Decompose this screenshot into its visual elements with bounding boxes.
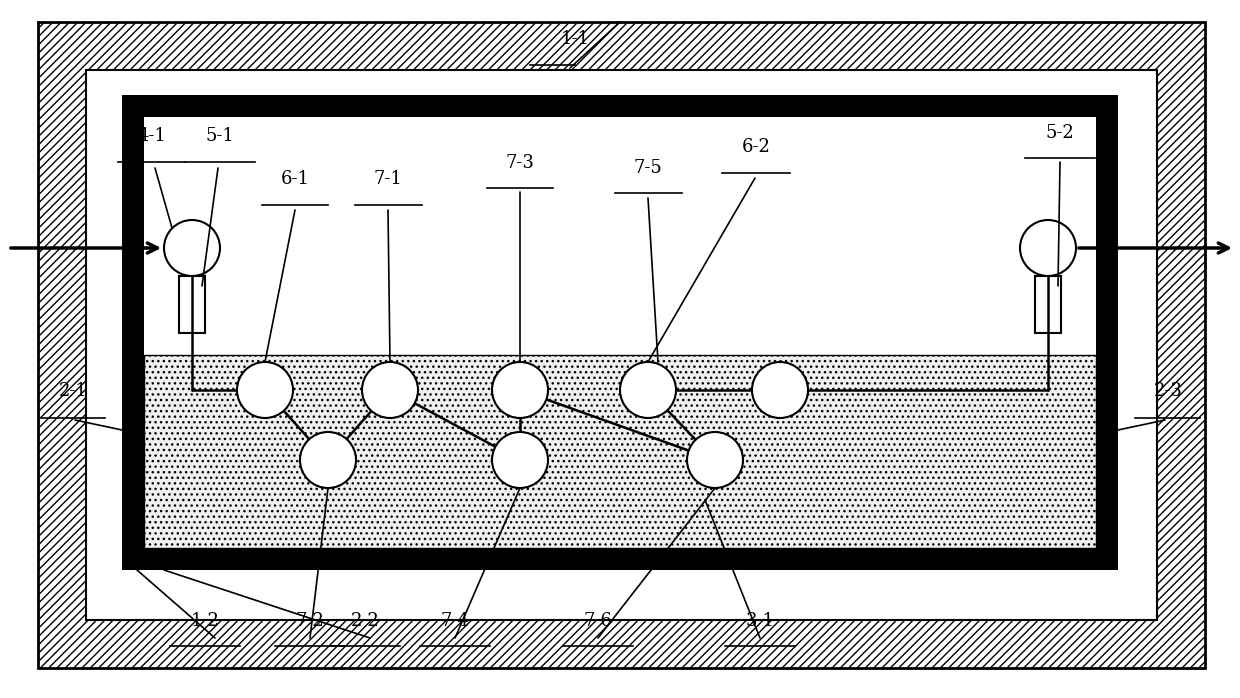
Circle shape: [492, 362, 548, 418]
Circle shape: [362, 362, 418, 418]
Text: 4-1: 4-1: [138, 127, 166, 145]
Text: 7-4: 7-4: [440, 612, 470, 630]
Text: 2-2: 2-2: [351, 612, 379, 630]
Text: 7-5: 7-5: [634, 159, 662, 177]
Circle shape: [687, 432, 743, 488]
Circle shape: [164, 220, 219, 276]
Text: 1-2: 1-2: [191, 612, 219, 630]
Bar: [86, 70, 1157, 620]
Text: 5-1: 5-1: [206, 127, 234, 145]
Text: 7-6: 7-6: [584, 612, 613, 630]
Text: 1-1: 1-1: [560, 30, 589, 48]
Text: 7-3: 7-3: [506, 154, 534, 172]
Circle shape: [620, 362, 676, 418]
Text: 7-1: 7-1: [373, 170, 403, 188]
Circle shape: [300, 432, 356, 488]
Text: 2-3: 2-3: [1153, 382, 1183, 400]
Text: 5-2: 5-2: [1045, 124, 1074, 142]
Bar: [144, 355, 1096, 548]
Bar: [144, 117, 1096, 355]
Text: 3-1: 3-1: [745, 612, 775, 630]
Circle shape: [1021, 220, 1076, 276]
Circle shape: [492, 432, 548, 488]
Text: 7-2: 7-2: [295, 612, 325, 630]
Text: 2-1: 2-1: [58, 382, 88, 400]
Circle shape: [751, 362, 808, 418]
Text: 6-1: 6-1: [280, 170, 310, 188]
Circle shape: [237, 362, 293, 418]
Bar: [122, 95, 1118, 570]
Bar: [179, 276, 205, 333]
Text: 6-2: 6-2: [742, 138, 770, 156]
Bar: [1035, 276, 1061, 333]
